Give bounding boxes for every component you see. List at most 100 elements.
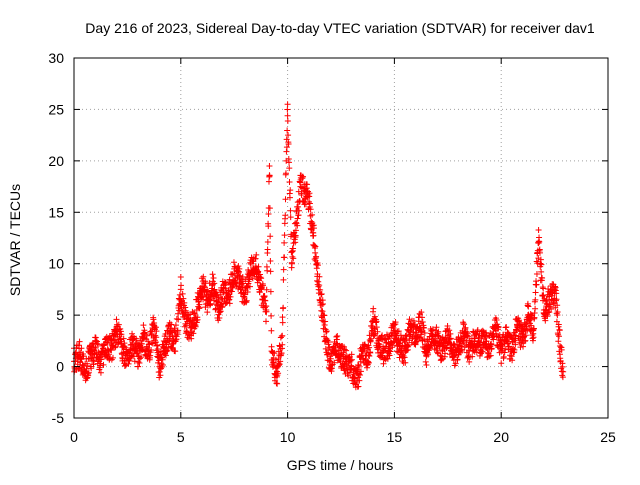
data-point (282, 196, 289, 203)
data-point (253, 251, 260, 258)
data-point (287, 187, 294, 194)
data-point (512, 335, 519, 342)
data-point (263, 307, 270, 313)
data-point (145, 338, 152, 345)
data-point (209, 281, 216, 288)
y-tick-label: 5 (56, 307, 64, 323)
data-point (304, 181, 311, 188)
data-point (133, 335, 140, 342)
x-axis-label: GPS time / hours (287, 457, 394, 473)
data-point (233, 280, 240, 287)
data-point (294, 215, 301, 222)
data-point (532, 296, 539, 303)
data-point (150, 316, 157, 323)
data-point (217, 308, 224, 315)
data-point (519, 337, 526, 344)
data-point (508, 348, 515, 355)
data-point (190, 330, 197, 337)
data-point (474, 327, 481, 334)
data-point (498, 348, 505, 355)
data-point (263, 286, 270, 293)
data-point (81, 367, 88, 374)
x-tick-label: 10 (280, 429, 296, 445)
data-point (446, 336, 453, 343)
data-point (312, 249, 319, 256)
data-point (560, 368, 567, 375)
data-point (80, 353, 87, 360)
data-point (331, 359, 338, 366)
data-point (421, 335, 428, 342)
data-point (395, 328, 402, 335)
data-point (138, 340, 145, 347)
data-point (284, 112, 291, 119)
data-point (429, 326, 436, 333)
data-point (275, 370, 282, 377)
data-point (373, 318, 380, 325)
data-point (525, 303, 532, 310)
data-point (310, 225, 317, 232)
data-point (97, 369, 104, 376)
data-point (366, 353, 373, 359)
y-tick-label: 0 (56, 359, 64, 375)
data-point (283, 144, 290, 151)
data-point (535, 240, 542, 247)
data-point (373, 324, 380, 331)
data-point (444, 332, 451, 339)
data-point (110, 354, 117, 361)
data-point (155, 359, 162, 366)
data-point (130, 336, 137, 343)
data-point (85, 372, 92, 379)
data-point (318, 301, 325, 308)
data-point (307, 206, 314, 213)
data-point (264, 238, 271, 245)
data-point (183, 322, 190, 329)
data-point (207, 300, 214, 307)
data-point (281, 239, 288, 246)
data-point (279, 332, 286, 339)
data-point (129, 340, 136, 347)
data-point (428, 327, 435, 334)
data-point (530, 334, 537, 341)
data-point (523, 323, 530, 330)
data-point (418, 328, 425, 335)
data-point (345, 372, 352, 379)
data-point (323, 328, 330, 335)
data-point (357, 372, 364, 379)
data-point (230, 259, 237, 266)
plot-frame (73, 57, 609, 419)
data-point (548, 306, 555, 313)
data-point (161, 344, 168, 351)
data-point (180, 295, 187, 302)
data-point (406, 316, 413, 323)
data-point (92, 345, 99, 352)
data-point (313, 265, 320, 272)
data-point (292, 227, 299, 234)
data-point (118, 331, 125, 338)
data-point (466, 348, 473, 355)
data-point (237, 272, 244, 279)
data-point (284, 106, 291, 113)
data-point (194, 316, 201, 323)
data-point (306, 190, 313, 197)
data-point (309, 211, 316, 218)
data-point (247, 271, 254, 277)
data-point (173, 315, 180, 322)
data-point (241, 291, 248, 298)
data-point (295, 207, 302, 214)
data-point (201, 284, 208, 291)
data-point (318, 291, 325, 298)
data-point (536, 249, 543, 256)
data-point (287, 214, 294, 221)
data-point (159, 356, 166, 363)
data-point (181, 299, 188, 306)
data-point (558, 346, 565, 353)
data-point (215, 307, 222, 313)
data-point (294, 222, 301, 229)
data-point (177, 286, 184, 293)
data-point (265, 211, 272, 218)
data-point (325, 338, 332, 345)
data-point (224, 292, 231, 299)
data-point (257, 286, 264, 293)
data-point (316, 282, 323, 289)
data-point (177, 274, 184, 281)
